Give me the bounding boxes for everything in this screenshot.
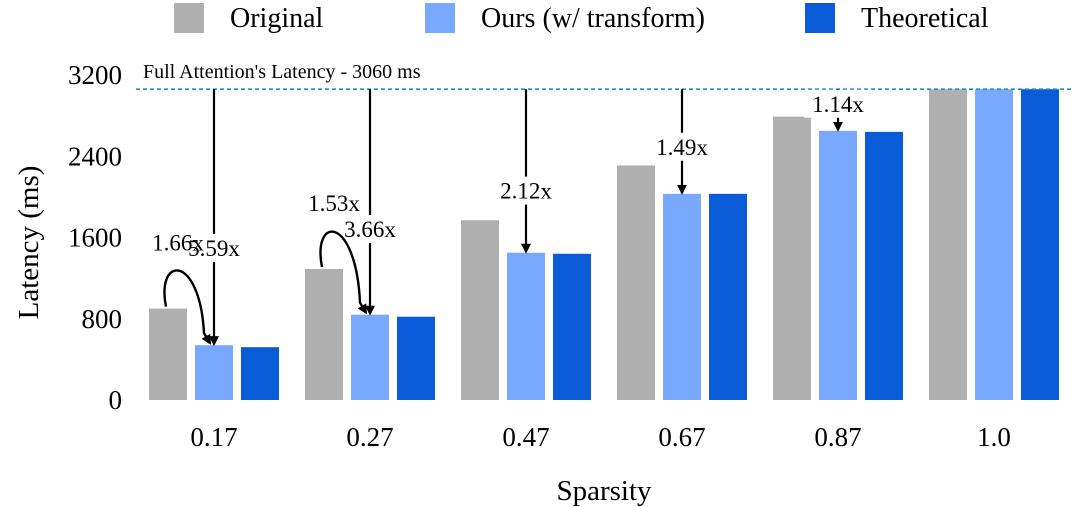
curved-speedup-label: 1.66x [152, 231, 204, 256]
speedup-label: 5.59x [188, 236, 240, 261]
x-tick-label: 0.67 [658, 422, 705, 452]
curved-speedup-arrow [163, 269, 212, 345]
speedup-label-background [336, 215, 404, 244]
x-tick-label: 0.87 [814, 422, 861, 452]
y-tick-label: 3200 [68, 60, 122, 90]
bar-theoretical-0_27 [397, 316, 435, 400]
bar-original-0_87 [773, 116, 811, 400]
y-tick-label: 2400 [68, 141, 122, 171]
legend-swatch-2 [805, 3, 835, 33]
bar-original-0_17 [149, 308, 187, 400]
reference-line-layer: Full Attention's Latency - 3060 ms [136, 61, 1072, 91]
bar-theoretical-0_67 [709, 193, 747, 400]
bar-original-1_0 [929, 89, 967, 400]
legend: Original Ours (w/ transform) Theoretical [174, 3, 989, 34]
speedup-label-background [804, 89, 872, 118]
reference-line-label: Full Attention's Latency - 3060 ms [143, 61, 421, 83]
legend-swatch-0 [174, 3, 204, 33]
speedup-label: 2.12x [500, 179, 552, 204]
legend-label-1: Ours (w/ transform) [481, 3, 705, 34]
bar-theoretical-0_17 [241, 347, 279, 400]
axis-layer: 0 800 1600 2400 3200 0.17 0.27 0.47 0.67 0.87 1.0 S… [13, 60, 1011, 507]
speedup-label: 1.14x [812, 92, 864, 117]
y-axis-title: Latency (ms) [13, 166, 45, 320]
bar-original-0_67 [617, 165, 655, 400]
bar-theoretical-0_47 [553, 253, 591, 400]
bar-original-0_27 [305, 268, 343, 400]
bar-original-0_47 [461, 220, 499, 400]
legend-label-0: Original [230, 3, 324, 34]
bar-ours-w-transform-0_17 [195, 345, 233, 400]
bar-ours-w-transform-0_47 [507, 252, 545, 400]
x-tick-label: 1.0 [977, 422, 1011, 452]
bar-theoretical-1_0 [1021, 89, 1059, 400]
bar-ours-w-transform-1_0 [975, 89, 1013, 400]
annotation-layer: 5.59x 3.66x 2.12x 1.49x 1.14x 1.66x 1.53x [152, 89, 872, 347]
curved-speedup-arrow [319, 230, 368, 315]
legend-swatch-1 [425, 3, 455, 33]
bar-ours-w-transform-0_87 [819, 130, 857, 400]
legend-label-2: Theoretical [861, 3, 989, 34]
bar-theoretical-0_87 [865, 131, 903, 400]
speedup-label-background [492, 176, 560, 205]
speedup-label: 3.66x [344, 217, 396, 242]
curved-speedup-label: 1.53x [308, 191, 360, 216]
bars-layer [149, 89, 1059, 400]
x-axis-title: Sparsity [556, 475, 652, 507]
speedup-label-background [180, 233, 248, 262]
x-tick-label: 0.27 [346, 422, 393, 452]
x-tick-label: 0.17 [190, 422, 237, 452]
y-tick-label: 1600 [68, 223, 122, 253]
x-tick-label: 0.47 [502, 422, 549, 452]
speedup-label-background [648, 132, 716, 161]
speedup-label: 1.49x [656, 135, 708, 160]
y-tick-label: 0 [109, 385, 123, 415]
bar-ours-w-transform-0_27 [351, 314, 389, 400]
bar-ours-w-transform-0_67 [663, 193, 701, 400]
y-tick-label: 800 [82, 304, 123, 334]
